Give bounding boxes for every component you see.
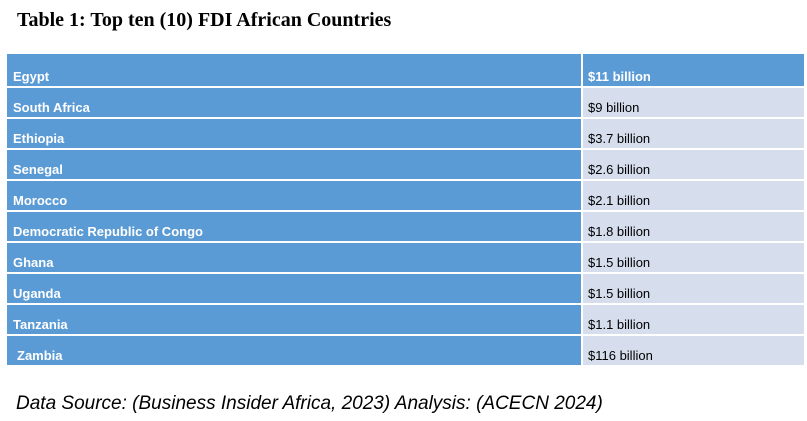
country-cell: Zambia bbox=[7, 335, 583, 367]
data-source-caption: Data Source: (Business Insider Africa, 2… bbox=[16, 393, 603, 414]
country-cell: Morocco bbox=[7, 180, 583, 212]
table-title: Table 1: Top ten (10) FDI African Countr… bbox=[17, 9, 392, 31]
table-row: Democratic Republic of Congo $1.8 billio… bbox=[7, 211, 804, 243]
fdi-value-cell: $2.6 billion bbox=[582, 149, 804, 181]
fdi-value-cell: $11 billion bbox=[582, 54, 804, 88]
table-row: Ghana $1.5 billion bbox=[7, 242, 804, 274]
fdi-value-cell: $1.5 billion bbox=[582, 273, 804, 305]
table-row: Zambia $116 billion bbox=[7, 335, 804, 367]
country-cell: Ethiopia bbox=[7, 118, 583, 150]
country-cell: Tanzania bbox=[7, 304, 583, 336]
fdi-value-cell: $116 billion bbox=[582, 335, 804, 367]
table-row: Morocco $2.1 billion bbox=[7, 180, 804, 212]
table-row: Uganda $1.5 billion bbox=[7, 273, 804, 305]
table-row: Senegal $2.6 billion bbox=[7, 149, 804, 181]
country-cell: South Africa bbox=[7, 87, 583, 119]
fdi-value-cell: $9 billion bbox=[582, 87, 804, 119]
table-row: South Africa $9 billion bbox=[7, 87, 804, 119]
fdi-table: Egypt $11 billion South Africa $9 billio… bbox=[7, 54, 804, 367]
fdi-value-cell: $1.5 billion bbox=[582, 242, 804, 274]
table-row: Egypt $11 billion bbox=[7, 54, 804, 88]
table-row: Ethiopia $3.7 billion bbox=[7, 118, 804, 150]
country-cell: Ghana bbox=[7, 242, 583, 274]
country-cell: Democratic Republic of Congo bbox=[7, 211, 583, 243]
country-cell: Uganda bbox=[7, 273, 583, 305]
fdi-value-cell: $1.8 billion bbox=[582, 211, 804, 243]
country-cell: Egypt bbox=[7, 54, 583, 88]
fdi-value-cell: $2.1 billion bbox=[582, 180, 804, 212]
fdi-value-cell: $3.7 billion bbox=[582, 118, 804, 150]
table-row: Tanzania $1.1 billion bbox=[7, 304, 804, 336]
country-cell: Senegal bbox=[7, 149, 583, 181]
fdi-value-cell: $1.1 billion bbox=[582, 304, 804, 336]
